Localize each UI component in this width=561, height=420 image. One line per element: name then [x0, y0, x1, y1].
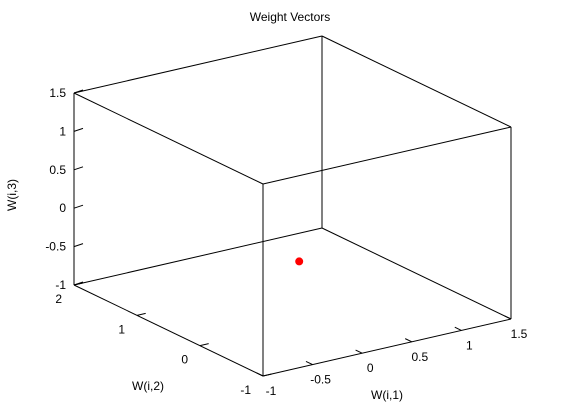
x-tick-label: -0.5: [310, 373, 331, 387]
z-tick-mark: [73, 243, 84, 248]
x-tick-mark: [355, 349, 363, 354]
box-edge: [321, 227, 512, 320]
x-tick-mark: [305, 360, 313, 366]
y-tick-label: 1: [118, 322, 125, 336]
z-tick-label: 0.5: [49, 163, 66, 177]
x-tick-label: 0.5: [411, 350, 428, 364]
z-tick-label: 0: [59, 201, 66, 215]
z-axis-label: W(i,3): [5, 179, 19, 211]
x-axis: -1 -0.5 0 0.5 1 1.5: [256, 315, 528, 398]
box-edge: [321, 35, 512, 128]
x-tick-label: 1.5: [511, 327, 528, 341]
x-tick-mark: [454, 326, 462, 331]
y-tick-mark: [136, 312, 146, 316]
y-axis-label: W(i,2): [132, 379, 164, 393]
axes-box: [73, 35, 512, 377]
y-tick-mark: [262, 373, 272, 377]
x-tick-mark: [256, 372, 264, 377]
y-tick-mark: [199, 343, 209, 347]
box-edge: [73, 284, 264, 377]
z-tick-label: 1: [59, 124, 66, 138]
x-tick-mark: [404, 338, 413, 343]
data-point: [295, 257, 304, 266]
z-tick-mark: [73, 204, 84, 209]
x-tick-label: 1: [466, 338, 473, 352]
box-edge: [73, 92, 264, 185]
x-tick-label: 0: [367, 361, 374, 375]
y-tick-label: -1: [240, 383, 251, 397]
z-tick-label: -0.5: [45, 240, 66, 254]
z-tick-mark: [73, 166, 84, 171]
x-tick-label: -1: [266, 384, 277, 398]
z-axis: -1 -0.5 0 0.5 1 1.5: [45, 86, 84, 292]
z-tick-label: 1.5: [49, 86, 66, 100]
y-tick-label: 0: [181, 353, 188, 367]
x-tick-mark: [504, 315, 512, 320]
data-points: [295, 257, 304, 266]
x-axis-label: W(i,1): [371, 388, 403, 402]
z-tick-mark: [73, 89, 84, 94]
box-edge: [262, 126, 512, 185]
box-edge: [262, 318, 512, 377]
chart-title: Weight Vectors: [250, 10, 330, 24]
box-edge: [73, 35, 323, 94]
z-tick-label: -1: [55, 278, 66, 292]
z-tick-mark: [73, 127, 84, 132]
y-tick-label: 2: [55, 292, 62, 306]
box-edge: [73, 227, 323, 286]
z-tick-mark: [73, 281, 84, 286]
